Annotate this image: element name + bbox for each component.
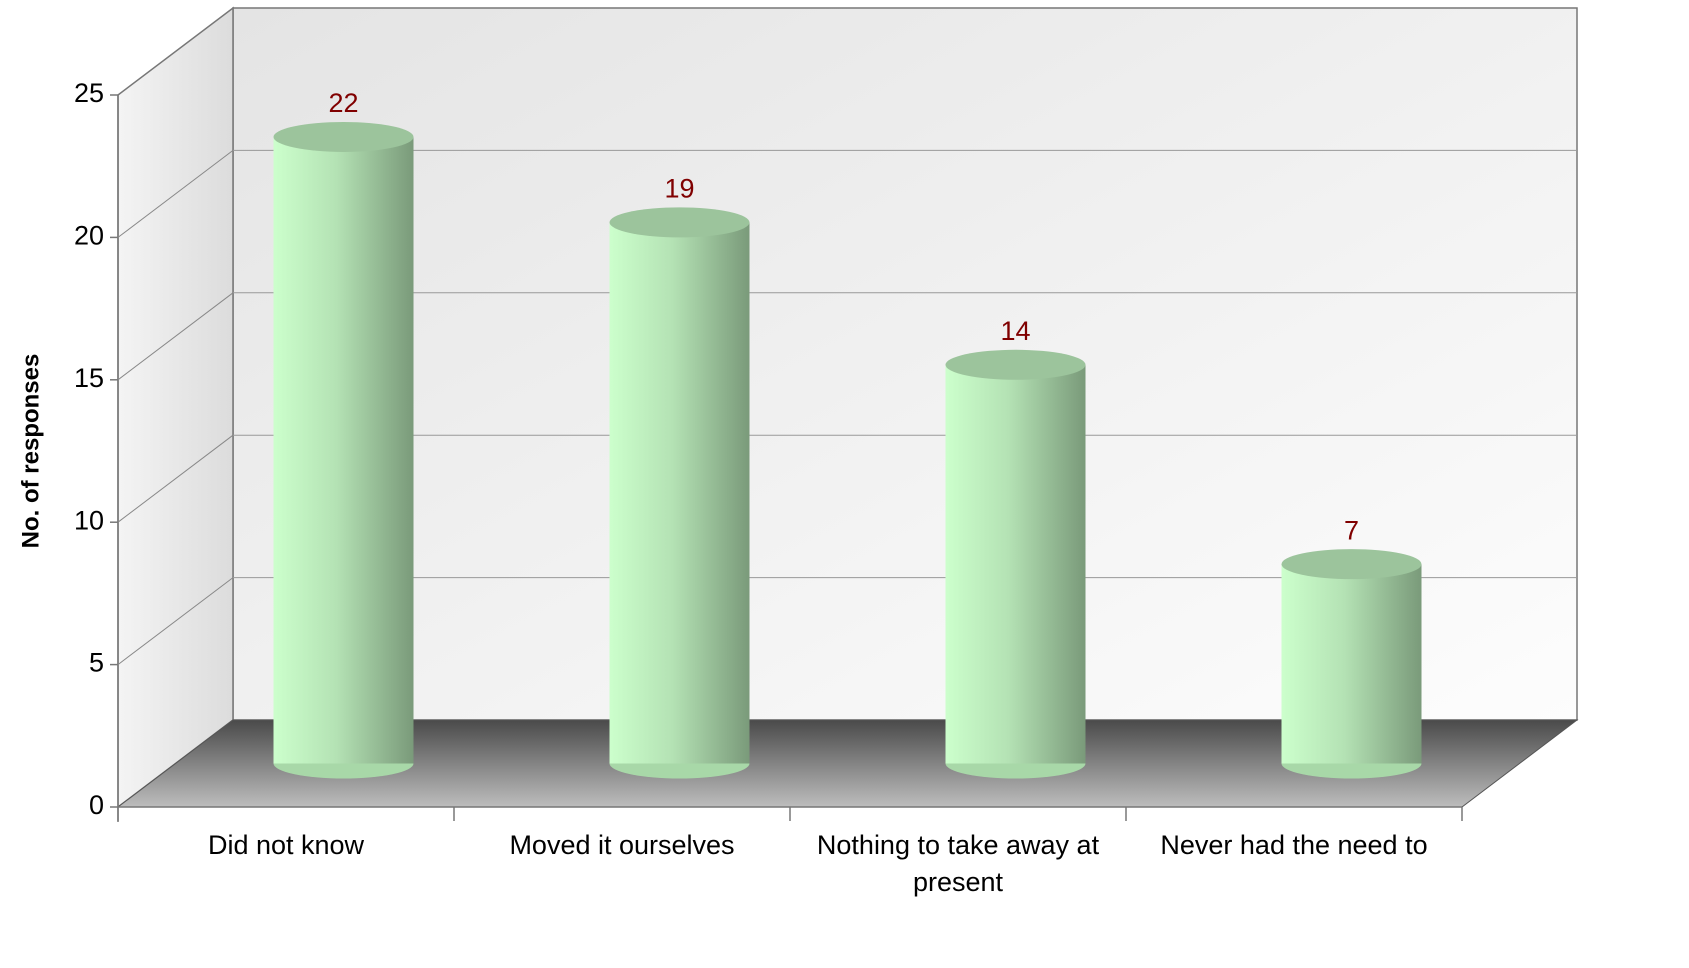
value-label: 22 [328, 88, 358, 118]
bar-top [945, 349, 1086, 380]
y-axis-label: No. of responses [17, 354, 44, 549]
side-wall [117, 6, 234, 809]
value-label: 14 [1000, 316, 1030, 346]
y-tick-label: 15 [74, 363, 104, 393]
grid-line [117, 150, 234, 238]
y-tick-label: 5 [89, 648, 104, 678]
grid-line [117, 434, 234, 523]
grid-line [117, 577, 234, 665]
value-label: 19 [664, 174, 694, 204]
grid-line [117, 292, 234, 381]
bar [945, 364, 1086, 764]
x-tick-label: Never had the need to [1160, 830, 1428, 860]
bar-top [273, 121, 414, 152]
y-tick-label: 0 [89, 790, 104, 820]
value-label: 7 [1344, 515, 1359, 545]
bar [1281, 564, 1422, 764]
bar-top [1281, 549, 1422, 580]
y-tick-label: 10 [74, 505, 104, 535]
bar [609, 222, 750, 764]
x-tick-label: Did not know [207, 830, 365, 860]
y-tick-label: 25 [74, 78, 104, 108]
x-tick-label: Moved it ourselves [509, 830, 735, 860]
bar-top [609, 207, 750, 238]
y-tick-label: 20 [74, 221, 104, 251]
bar [273, 136, 414, 764]
x-tick-label: Nothing to take away at present [816, 830, 1100, 897]
